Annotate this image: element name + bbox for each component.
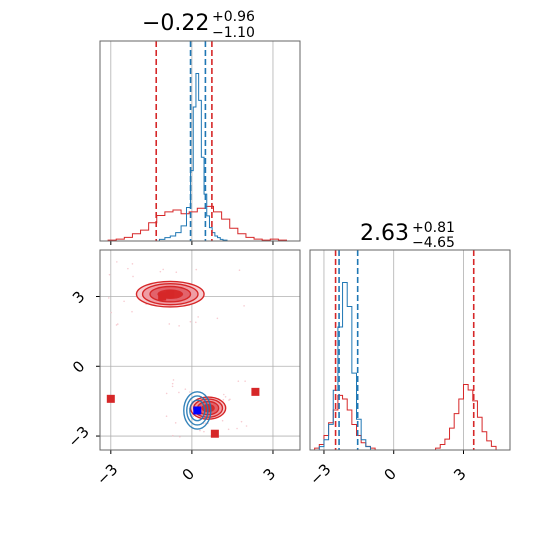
- joint-sample-point: [178, 391, 180, 394]
- joint-sample-point: [172, 379, 175, 381]
- joint-sample-point: [245, 425, 248, 427]
- top-left-axes-frame: [99, 40, 301, 242]
- joint-sample-point: [110, 311, 113, 314]
- bottom-right-title-minus: −4.65: [412, 235, 455, 251]
- joint-sample-point: [228, 399, 230, 401]
- joint-sample-point: [162, 268, 164, 271]
- joint-sample-point: [189, 320, 192, 323]
- joint-sample-point: [131, 310, 133, 313]
- joint-sample-point: [227, 428, 230, 431]
- joint-sample-point: [132, 275, 134, 278]
- joint-sample-point: [237, 380, 240, 383]
- joint-sample-point: [189, 391, 191, 393]
- joint-sample-point: [244, 380, 246, 382]
- joint-sample-point: [96, 299, 98, 301]
- joint-sample-point: [165, 392, 168, 395]
- joint-sample-point: [224, 395, 227, 398]
- joint-sample-point: [221, 419, 224, 422]
- joint-sample-point: [115, 324, 118, 326]
- joint-sample-point: [195, 321, 197, 324]
- joint-sample-point: [165, 415, 168, 417]
- joint-sample-point: [171, 385, 174, 388]
- joint-sample-point: [184, 388, 187, 390]
- joint-x-tick-label: 0: [179, 465, 198, 484]
- bottom-right-x-tick-label: −3: [306, 460, 334, 488]
- joint-sample-point: [222, 393, 225, 396]
- bottom-right-marginal-panel: 2.63 +0.81 −4.65 −3 0 3: [306, 220, 511, 489]
- blue-marker: [193, 406, 202, 415]
- joint-sample-point: [236, 427, 238, 430]
- blue-contour-level: [189, 399, 206, 422]
- joint-sample-point: [222, 398, 225, 401]
- red-marker: [251, 387, 260, 396]
- red-marker: [158, 292, 167, 301]
- joint-sample-point: [172, 434, 174, 437]
- joint-sample-point: [127, 267, 129, 270]
- blue-contour-level: [186, 395, 209, 426]
- joint-sample-point: [131, 263, 134, 265]
- joint-sample-point: [240, 420, 243, 423]
- joint-sample-point: [216, 317, 219, 320]
- bottom-right-x-tick-label: 0: [380, 465, 399, 484]
- joint-sample-point: [108, 273, 111, 276]
- top-left-title-minus: −1.10: [212, 25, 255, 41]
- joint-sample-point: [168, 323, 171, 325]
- joint-contour-panel: −3 0 3 −3 0 3: [65, 249, 301, 489]
- red-marker: [210, 429, 219, 438]
- top-left-title-median: −0.22: [142, 11, 209, 36]
- joint-sample-point: [199, 429, 201, 432]
- joint-axes-frame: [99, 249, 301, 451]
- bottom-right-axes-frame: [309, 249, 511, 451]
- joint-sample-point: [123, 300, 125, 303]
- top-left-marginal-panel: −0.22 +0.96 −1.10: [99, 9, 301, 245]
- joint-y-tick-label: −3: [65, 423, 93, 451]
- joint-sample-point: [179, 436, 181, 438]
- bottom-right-blue-histogram: [314, 282, 376, 451]
- bottom-right-red-histogram: [314, 383, 497, 451]
- red-marker: [166, 290, 175, 299]
- joint-plot-area: [92, 261, 248, 438]
- top-left-blue-histogram: [154, 73, 233, 242]
- joint-y-tick-label: 0: [69, 357, 88, 376]
- joint-sample-point: [159, 270, 162, 273]
- blue-contour-level: [183, 391, 212, 430]
- joint-x-tick-label: −3: [93, 460, 121, 488]
- joint-sample-point: [107, 297, 110, 299]
- joint-sample-point: [178, 325, 180, 327]
- joint-sample-point: [243, 305, 245, 307]
- joint-sample-point: [116, 261, 118, 263]
- joint-sample-point: [174, 422, 177, 424]
- red-marker: [106, 394, 115, 403]
- joint-y-tick-label: 3: [69, 287, 88, 306]
- joint-sample-point: [197, 316, 199, 318]
- joint-sample-point: [192, 415, 195, 418]
- top-left-red-histogram: [100, 205, 300, 242]
- joint-sample-point: [171, 382, 174, 385]
- joint-sample-point: [116, 323, 119, 325]
- joint-sample-point: [175, 271, 178, 273]
- joint-sample-point: [203, 430, 205, 433]
- joint-sample-point: [195, 268, 198, 271]
- bottom-right-title-plus: +0.81: [412, 220, 455, 236]
- bottom-right-title-median: 2.63: [360, 221, 409, 246]
- joint-sample-point: [92, 316, 94, 318]
- top-left-title-plus: +0.96: [212, 9, 255, 25]
- joint-sample-point: [238, 269, 241, 272]
- bottom-right-x-tick-label: 3: [450, 465, 469, 484]
- joint-x-tick-label: 3: [260, 465, 279, 484]
